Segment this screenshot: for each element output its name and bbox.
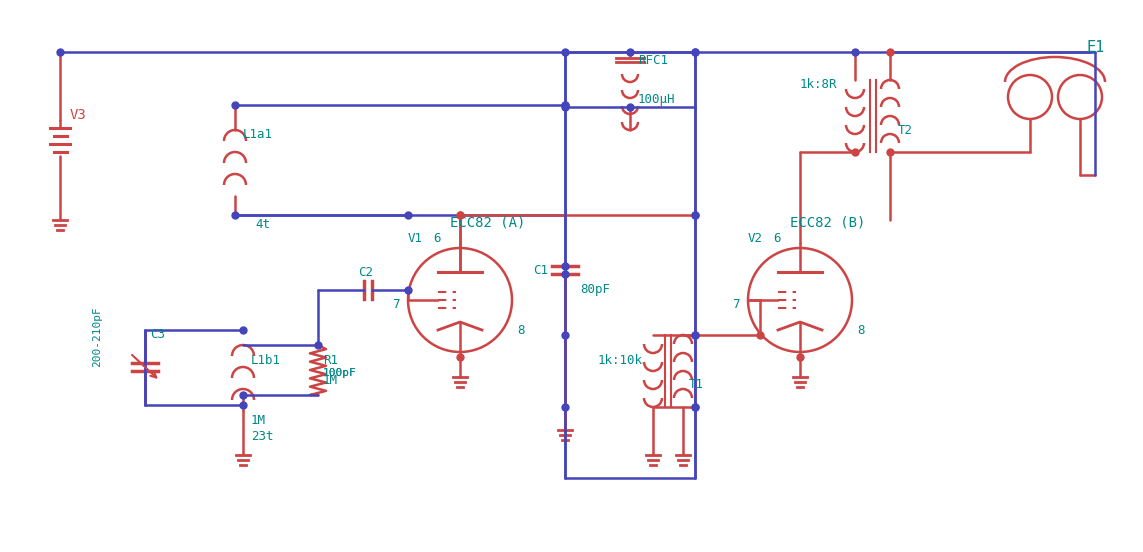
Text: C3: C3 (150, 328, 165, 342)
Text: 23t: 23t (251, 429, 273, 443)
Text: 8: 8 (517, 323, 525, 337)
Text: 6: 6 (433, 231, 440, 245)
Text: 100pF: 100pF (323, 368, 357, 378)
Text: L1a1: L1a1 (243, 129, 273, 141)
Text: 80pF: 80pF (580, 284, 610, 296)
Text: C1: C1 (533, 263, 547, 277)
Text: 200-210pF: 200-210pF (91, 306, 102, 368)
Text: ECC82 (B): ECC82 (B) (790, 215, 865, 229)
Text: 7: 7 (732, 298, 740, 310)
Text: V2: V2 (748, 231, 764, 245)
Text: 100pF: 100pF (323, 368, 357, 378)
Text: 6: 6 (773, 231, 781, 245)
Text: 1k:10k: 1k:10k (598, 353, 644, 367)
Text: 100μH: 100μH (638, 93, 676, 107)
Text: 1M: 1M (251, 415, 266, 427)
Text: T1: T1 (689, 379, 704, 391)
Text: V1: V1 (408, 231, 423, 245)
Text: C2: C2 (358, 266, 373, 279)
Text: 1k:8R: 1k:8R (800, 78, 838, 92)
Text: E1: E1 (1087, 40, 1105, 55)
Text: L1b1: L1b1 (251, 353, 281, 367)
Text: T2: T2 (898, 124, 913, 136)
Text: 4t: 4t (255, 219, 270, 231)
Text: V3: V3 (70, 108, 87, 122)
Text: 7: 7 (392, 298, 400, 310)
Text: R1: R1 (323, 353, 338, 367)
Text: 8: 8 (857, 323, 864, 337)
Text: 1M: 1M (323, 374, 338, 386)
Text: ECC82 (A): ECC82 (A) (450, 215, 526, 229)
Text: RFC1: RFC1 (638, 54, 668, 66)
